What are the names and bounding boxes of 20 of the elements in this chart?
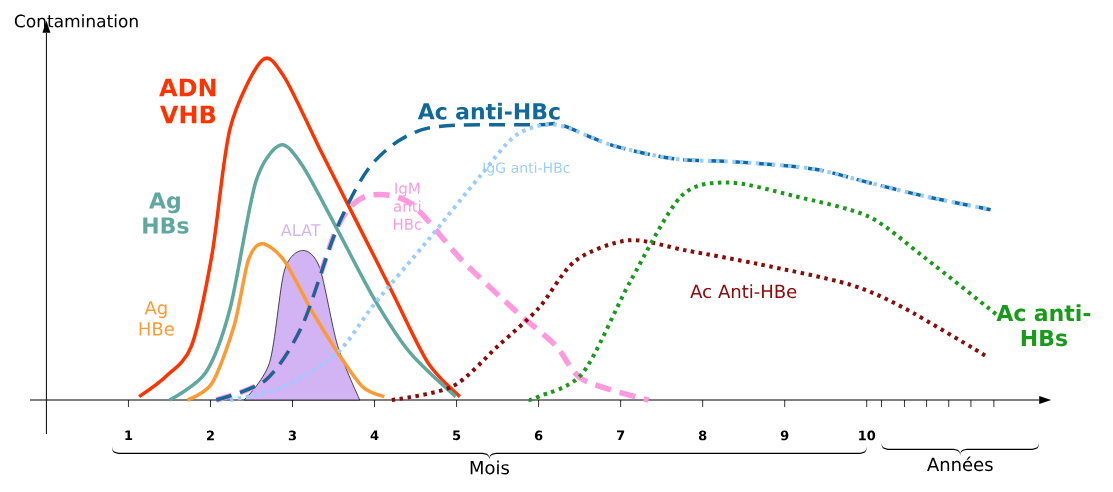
x-tick-label: 6 <box>534 430 543 441</box>
x-tick-label: 4 <box>370 430 379 441</box>
x-axis-title: Mois <box>470 460 509 475</box>
x-tick-label: 1 <box>125 430 133 441</box>
y-axis-title: Contamination <box>14 14 138 28</box>
x-tick-label: 7 <box>616 430 625 441</box>
series-label: Ac Anti-HBe <box>690 284 797 299</box>
text: Ag HBe <box>139 301 174 336</box>
text: Ag HBs <box>143 192 189 234</box>
text: Années <box>927 456 993 472</box>
series-label: Ac anti-HBc <box>417 102 560 120</box>
series-label: ADN VHB <box>159 78 216 124</box>
series-label: ALAT <box>280 224 321 236</box>
series-label: Ac anti-HBs <box>996 304 1091 347</box>
x-tick-label: 9 <box>780 430 789 441</box>
x-tick-label: 5 <box>453 430 461 441</box>
x-tick-label: 2 <box>206 430 214 441</box>
x-tick-label: 10 <box>859 430 876 441</box>
x-tick-label: 8 <box>698 430 707 441</box>
x-tick-label: 3 <box>288 430 296 441</box>
